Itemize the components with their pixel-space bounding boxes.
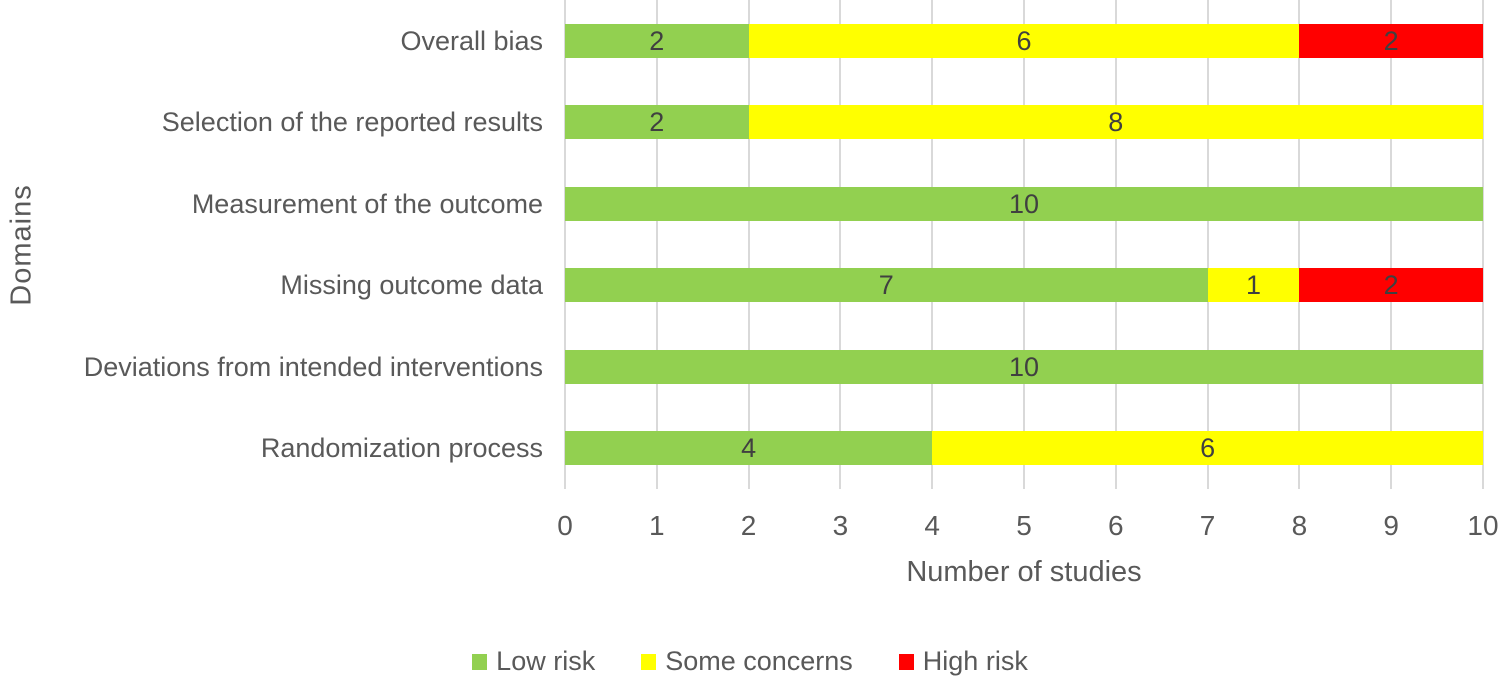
data-label: 2 (649, 25, 665, 56)
data-label: 4 (741, 433, 757, 464)
bar-segment-low-risk: 7 (565, 268, 1208, 303)
gridline-x6 (1114, 0, 1117, 489)
bar-segment-low-risk: 10 (565, 349, 1483, 384)
category-label-missing-outcome-data: Missing outcome data (280, 270, 543, 301)
gridline-x0 (564, 0, 566, 489)
x-tick-label-1: 1 (649, 510, 665, 541)
category-label-overall-bias: Overall bias (400, 25, 543, 56)
category-label-randomization-process: Randomization process (260, 433, 543, 464)
category-label-deviations-from-intended-interventions: Deviations from intended interventions (83, 351, 543, 382)
bar-segment-some-concerns: 6 (932, 431, 1483, 466)
x-tick-label-9: 9 (1383, 510, 1399, 541)
gridline-x5 (1023, 0, 1025, 489)
legend: Low risk Some concerns High risk (0, 646, 1500, 677)
x-tick-label-7: 7 (1199, 510, 1216, 541)
bar-segment-some-concerns: 6 (748, 23, 1300, 58)
x-tick-label-6: 6 (1108, 510, 1124, 541)
legend-label-some-concerns: Some concerns (665, 646, 853, 676)
x-tick-label-10: 10 (1467, 510, 1499, 541)
data-label: 6 (1200, 433, 1216, 464)
legend-item-low-risk: Low risk (472, 646, 595, 677)
bar-segment-low-risk: 10 (565, 186, 1483, 221)
bar-segment-low-risk: 2 (565, 105, 749, 140)
bar-segment-high-risk: 2 (1299, 268, 1483, 303)
x-tick-label-4: 4 (924, 510, 940, 541)
gridline-x2 (747, 0, 750, 489)
data-label: 2 (649, 107, 665, 138)
category-label-selection-of-the-reported-results: Selection of the reported results (161, 107, 543, 138)
x-tick-label-5: 5 (1016, 510, 1032, 541)
x-tick-label-8: 8 (1291, 510, 1308, 541)
gridline-x8 (1298, 0, 1301, 489)
data-label: 1 (1245, 270, 1261, 301)
bar-segment-high-risk: 2 (1299, 23, 1483, 58)
category-label-measurement-of-the-outcome: Measurement of the outcome (191, 188, 543, 219)
legend-label-low-risk: Low risk (496, 646, 596, 676)
data-label: 6 (1016, 25, 1032, 56)
bar-segment-some-concerns: 8 (748, 105, 1483, 140)
legend-swatch-low-risk (472, 653, 488, 670)
legend-item-high-risk: High risk (898, 646, 1028, 677)
data-label: 2 (1383, 270, 1399, 301)
bar-segment-some-concerns: 1 (1207, 268, 1300, 303)
data-label: 2 (1383, 25, 1399, 56)
bar-segment-low-risk: 2 (565, 23, 749, 58)
legend-swatch-some-concerns (641, 653, 657, 670)
data-label: 10 (1008, 188, 1040, 219)
bar-segment-low-risk: 4 (565, 431, 933, 466)
gridline-x7 (1206, 0, 1209, 489)
gridline-x9 (1390, 0, 1393, 489)
legend-item-some-concerns: Some concerns (641, 646, 853, 677)
x-tick-label-0: 0 (557, 510, 573, 541)
x-axis-title: Number of studies (906, 556, 1142, 588)
gridline-x1 (655, 0, 658, 489)
legend-label-high-risk: High risk (922, 646, 1028, 676)
x-tick-label-3: 3 (832, 510, 849, 541)
data-label: 8 (1108, 107, 1124, 138)
gridline-x4 (931, 0, 934, 489)
data-label: 10 (1008, 351, 1040, 382)
data-label: 7 (878, 270, 894, 301)
x-tick-label-2: 2 (740, 510, 757, 541)
gridline-x3 (839, 0, 842, 489)
plot-area: 2 6 2 2 8 10 7 1 2 10 4 6 (564, 0, 1484, 489)
gridline-x10 (1482, 0, 1484, 489)
legend-swatch-high-risk (898, 653, 914, 670)
